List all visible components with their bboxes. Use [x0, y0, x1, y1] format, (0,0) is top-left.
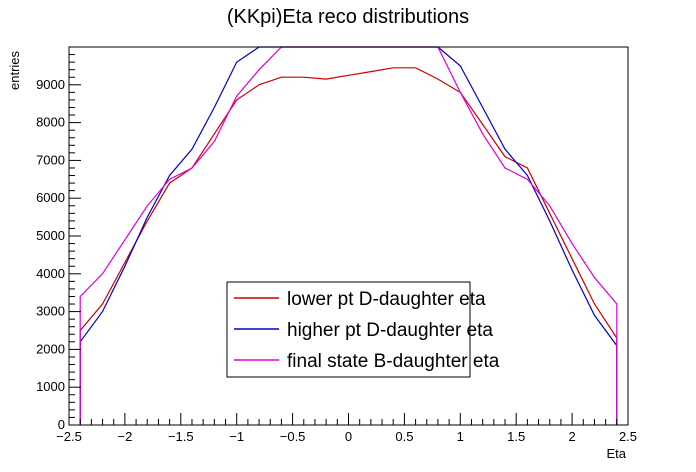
y-tick-label: 3000: [36, 304, 65, 319]
x-tick-label: −0.5: [280, 429, 306, 444]
legend: lower pt D-daughter eta higher pt D-daugh…: [226, 281, 500, 378]
series-line-1: [79, 67, 618, 425]
x-tick-label: 2: [568, 429, 575, 444]
legend-label-3: final state B-daughter eta: [287, 351, 500, 372]
x-tick-label: 0: [345, 429, 352, 444]
x-tick-label: 1.5: [507, 429, 525, 444]
y-axis-label: entries: [7, 50, 22, 90]
y-tick-label: 6000: [36, 190, 65, 205]
y-tick-label: 0: [58, 417, 65, 432]
x-axis: −2.5 −2 −1.5 −1 −0.5 0 0.5 1 1.5 2 2.5: [56, 413, 637, 444]
y-tick-label: 7000: [36, 152, 65, 167]
y-tick-label: 4000: [36, 266, 65, 281]
x-tick-label: −1.5: [168, 429, 194, 444]
chart-title: (KKpi)Eta reco distributions: [227, 6, 469, 28]
y-tick-label: 9000: [36, 77, 65, 92]
x-tick-label: 1: [457, 429, 464, 444]
legend-label-1: lower pt D-daughter eta: [287, 289, 486, 310]
x-tick-label: −2: [117, 429, 132, 444]
y-tick-label: 2000: [36, 341, 65, 356]
x-tick-label: 0.5: [395, 429, 413, 444]
x-tick-label: 2.5: [619, 429, 637, 444]
y-tick-label: 5000: [36, 228, 65, 243]
y-tick-label: 8000: [36, 115, 65, 130]
y-axis: 0 1000 2000 3000 4000 5000 6000 7000 8000 9000: [36, 54, 81, 432]
legend-label-2: higher pt D-daughter eta: [287, 320, 493, 341]
x-tick-label: −1: [229, 429, 244, 444]
x-axis-label: Eta: [606, 446, 626, 461]
y-tick-label: 1000: [36, 379, 65, 394]
x-tick-label: −2.5: [56, 429, 82, 444]
